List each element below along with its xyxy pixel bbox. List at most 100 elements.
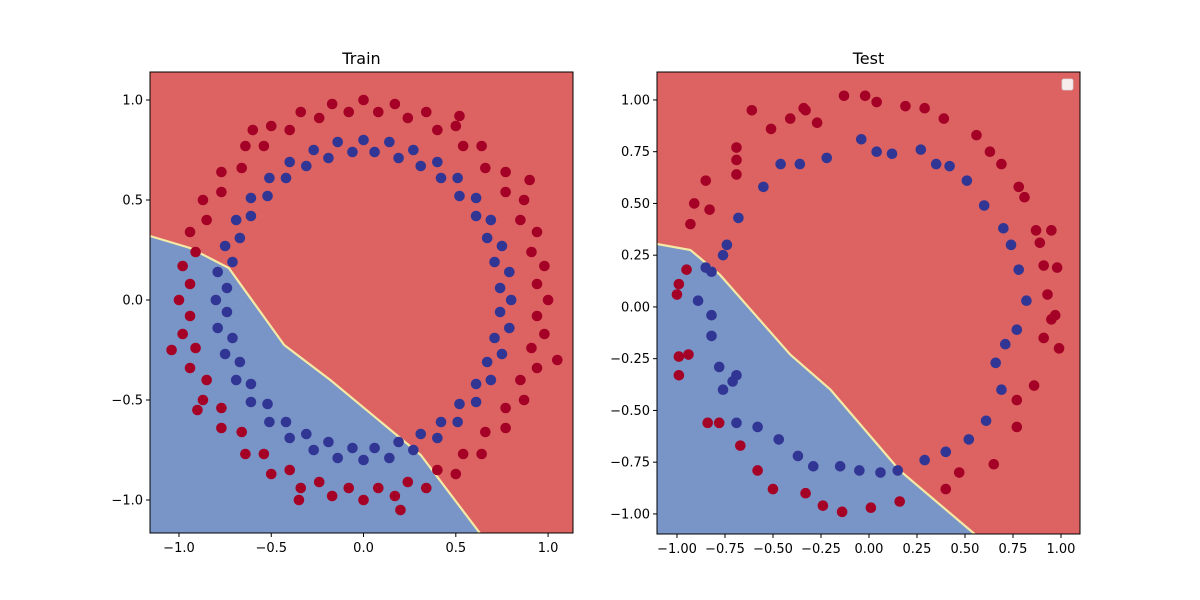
point-class0 — [752, 421, 763, 433]
point-class0 — [332, 452, 343, 464]
point-class1 — [838, 90, 850, 102]
point-class1 — [713, 417, 725, 429]
point-class0 — [221, 282, 233, 294]
point-class1 — [265, 120, 277, 132]
point-class1 — [752, 465, 763, 476]
point-class0 — [990, 357, 1002, 369]
point-class1 — [1051, 262, 1063, 273]
point-class0 — [384, 452, 395, 464]
point-class0 — [919, 454, 930, 466]
point-class0 — [963, 434, 975, 445]
point-class0 — [393, 436, 404, 448]
point-class1 — [817, 500, 829, 511]
point-class1 — [420, 482, 432, 494]
point-class0 — [245, 210, 257, 222]
point-class0 — [230, 214, 242, 226]
x-tick-label: −1.0 — [163, 541, 195, 556]
point-class1 — [432, 464, 443, 476]
y-tick-label: 0.25 — [621, 249, 650, 264]
point-class0 — [415, 160, 427, 172]
point-class1 — [216, 422, 227, 434]
point-class1 — [358, 94, 369, 106]
point-class1 — [784, 113, 796, 124]
point-class0 — [940, 446, 952, 458]
point-class1 — [313, 112, 325, 124]
point-class1 — [673, 369, 685, 381]
point-class0 — [1011, 324, 1023, 336]
point-class0 — [998, 222, 1009, 234]
point-class0 — [219, 348, 231, 360]
point-class0 — [930, 158, 942, 170]
y-tick-label: −0.25 — [610, 352, 650, 367]
point-class0 — [504, 322, 515, 334]
point-class0 — [234, 232, 246, 244]
x-tick-label: 0.00 — [855, 542, 884, 557]
point-class1 — [685, 218, 696, 230]
point-class0 — [470, 192, 482, 204]
point-class1 — [940, 483, 952, 495]
point-class1 — [295, 482, 307, 494]
x-tick-label: −0.5 — [255, 541, 287, 556]
point-class0 — [245, 378, 257, 390]
test-title: Test — [852, 49, 885, 68]
point-class1 — [524, 174, 535, 186]
point-class0 — [245, 192, 257, 204]
point-class0 — [792, 450, 804, 462]
point-class0 — [1013, 264, 1025, 275]
point-class1 — [700, 175, 712, 186]
point-class1 — [1046, 225, 1057, 236]
point-class0 — [332, 136, 343, 148]
y-tick-label: 0.5 — [122, 194, 143, 209]
point-class1 — [184, 278, 196, 290]
point-class0 — [700, 262, 712, 273]
point-class1 — [372, 106, 384, 118]
point-class1 — [402, 112, 414, 124]
point-class0 — [308, 144, 320, 156]
point-class1 — [258, 140, 270, 152]
point-class0 — [358, 134, 369, 146]
x-tick-label: −0.25 — [801, 542, 841, 557]
point-class0 — [1021, 295, 1032, 307]
x-tick-label: 0.50 — [951, 542, 980, 557]
point-class1 — [731, 154, 742, 166]
point-class0 — [264, 172, 275, 184]
point-class0 — [262, 398, 273, 410]
point-class1 — [953, 467, 965, 478]
point-class0 — [706, 309, 717, 321]
point-class0 — [961, 175, 973, 186]
point-class0 — [212, 266, 224, 278]
point-class0 — [452, 416, 463, 428]
point-class1 — [284, 464, 296, 476]
x-tick-label: 1.00 — [1047, 542, 1076, 557]
point-class1 — [197, 194, 209, 206]
point-class0 — [692, 295, 704, 307]
point-class1 — [1011, 421, 1023, 433]
point-class0 — [505, 294, 517, 306]
point-class0 — [504, 266, 515, 278]
point-class0 — [944, 160, 955, 172]
point-class1 — [420, 106, 432, 118]
point-class0 — [210, 294, 222, 306]
point-class1 — [395, 504, 406, 516]
y-tick-label: 1.0 — [122, 94, 143, 109]
point-class0 — [489, 256, 500, 268]
point-class1 — [457, 448, 469, 460]
point-class0 — [221, 306, 233, 318]
point-class0 — [713, 361, 725, 373]
point-class0 — [485, 214, 497, 226]
point-class1 — [500, 186, 511, 198]
point-class1 — [358, 494, 369, 506]
y-tick-label: −1.0 — [111, 494, 143, 509]
region-class0 — [657, 244, 975, 534]
point-class1 — [518, 194, 530, 206]
point-class0 — [834, 461, 846, 472]
point-class1 — [284, 124, 296, 136]
point-class0 — [485, 374, 497, 386]
point-class1 — [173, 294, 185, 306]
point-class1 — [735, 440, 746, 451]
point-class1 — [216, 186, 227, 198]
point-class1 — [236, 162, 248, 174]
point-class1 — [1049, 309, 1061, 321]
point-class0 — [323, 152, 334, 164]
y-tick-label: 0.00 — [621, 300, 650, 315]
